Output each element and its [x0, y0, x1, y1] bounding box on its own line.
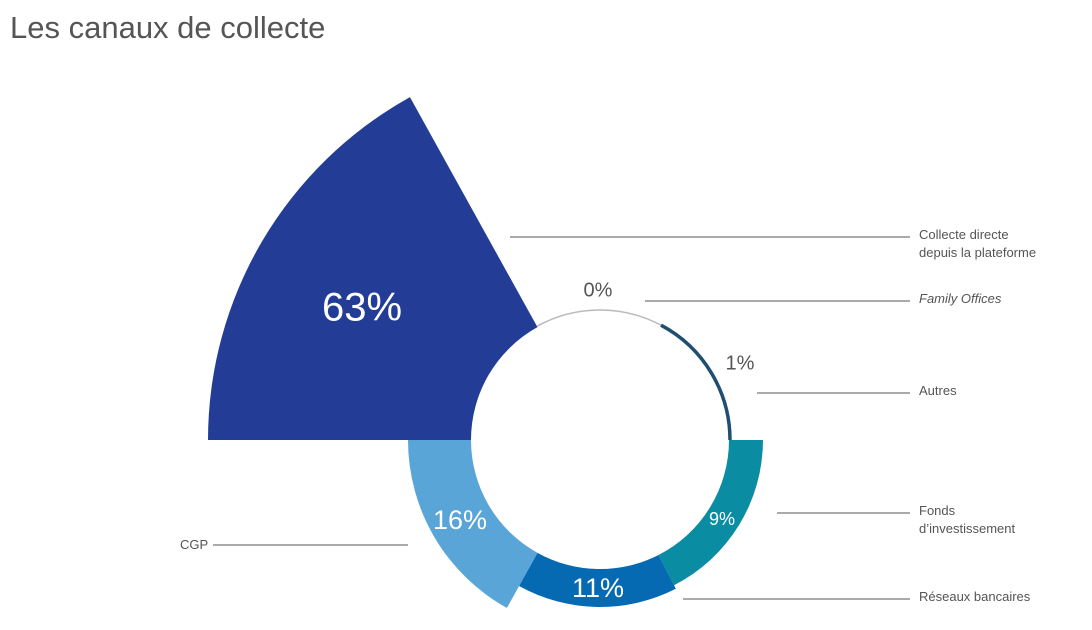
- slice-1: [536, 309, 662, 327]
- slice-3: [658, 440, 763, 586]
- slice-0: [208, 97, 538, 440]
- legend-label: Autres: [919, 382, 957, 400]
- legend-label: Fonds d’investissement: [919, 502, 1015, 538]
- legend-label-line: Family Offices: [919, 291, 1002, 306]
- value-label: 0%: [584, 279, 613, 301]
- value-label: 16%: [433, 505, 487, 535]
- legend-label-line: Fonds: [919, 503, 956, 518]
- value-label: 9%: [709, 509, 735, 529]
- slice-5: [408, 440, 538, 608]
- legend-label-line: d’investissement: [919, 521, 1016, 536]
- slice-2: [660, 323, 732, 441]
- legend-label-line: Autres: [919, 383, 957, 398]
- legend-label-line: Réseaux bancaires: [919, 589, 1031, 604]
- value-label: 63%: [322, 286, 402, 330]
- slice-4: [519, 552, 676, 607]
- legend-label: Réseaux bancaires: [919, 588, 1030, 606]
- value-label: 11%: [572, 573, 624, 603]
- legend-label: CGP: [180, 536, 208, 554]
- legend-label: Family Offices: [919, 290, 1001, 308]
- value-label: 1%: [726, 352, 755, 374]
- legend-label-line: depuis la plateforme: [919, 245, 1037, 260]
- chart-title: Les canaux de collecte: [10, 10, 326, 45]
- legend-label-line: CGP: [180, 537, 209, 552]
- legend-label-line: Collecte directe: [919, 227, 1009, 242]
- legend-label: Collecte directe depuis la plateforme: [919, 226, 1036, 262]
